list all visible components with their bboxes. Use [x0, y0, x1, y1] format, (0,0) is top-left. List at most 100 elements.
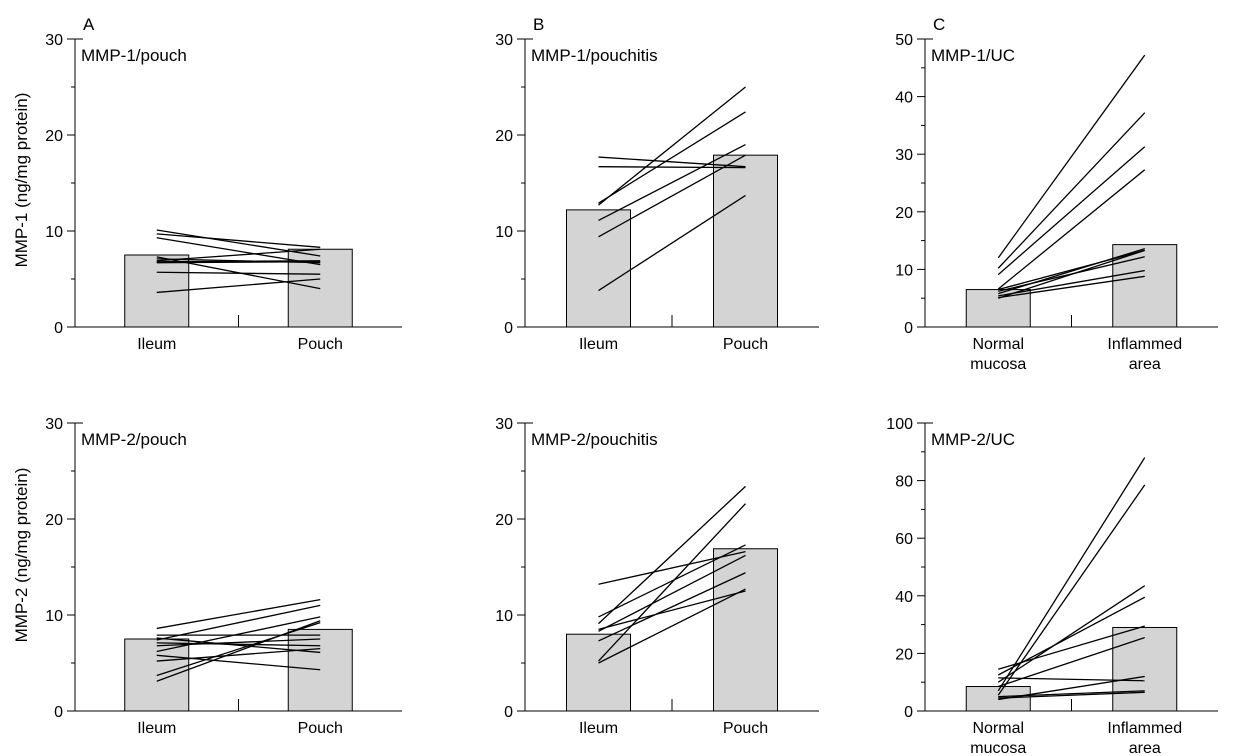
panel-title: MMP-2/pouch	[81, 430, 187, 449]
bar-2	[287, 628, 353, 712]
subject-line-7	[598, 503, 746, 662]
y-tick-label: 20	[495, 128, 513, 145]
y-tick-label: 40	[895, 90, 913, 107]
y-tick-label: 0	[54, 704, 63, 721]
panel-title: MMP-1/pouchitis	[531, 46, 658, 65]
subject-line-5	[156, 248, 321, 262]
panel-5: 0 10 20 30 Ileum Pouch MMP-2/pouchitis	[495, 416, 819, 737]
panel-6: 0 20 40 60 80 100 Normal mucosa Inflammed area MMP…	[886, 416, 1218, 756]
subject-line-8	[998, 269, 1145, 297]
bar-2	[713, 548, 778, 712]
subject-line-3	[156, 237, 321, 266]
bar-2	[1112, 244, 1178, 328]
category-label: Ileum	[579, 720, 618, 737]
subject-line-4	[156, 642, 321, 647]
y-tick-label: 40	[895, 589, 913, 606]
bar-1	[566, 209, 631, 328]
subject-line-5	[598, 144, 746, 222]
y-tick-label: 0	[504, 704, 513, 721]
y-tick-label: 10	[495, 608, 513, 625]
panel-1: 0 10 20 30 Ileum Pouch MMP-1/pouch A	[45, 15, 402, 353]
subject-line-2	[598, 544, 746, 618]
subject-line-8	[598, 588, 746, 664]
panel-letter: B	[533, 15, 544, 34]
category-label: Ileum	[579, 336, 618, 353]
subject-line-6	[997, 457, 1146, 692]
bar-2	[713, 154, 778, 328]
category-label: area	[1129, 740, 1161, 756]
y-tick-label: 60	[895, 531, 913, 548]
subject-line-3	[997, 146, 1146, 276]
y-tick-label: 30	[495, 32, 513, 49]
panel-4: 0 10 20 30 Ileum Pouch MMP-2/pouch	[45, 416, 402, 737]
subject-line-3	[598, 485, 746, 625]
category-label: Inflammed	[1107, 336, 1182, 353]
panel-title: MMP-2/UC	[931, 430, 1015, 449]
subject-line-11	[156, 637, 321, 654]
y-tick-label: 30	[45, 416, 63, 433]
y-tick-label: 30	[45, 32, 63, 49]
subject-line-9	[998, 275, 1145, 299]
subject-line-10	[156, 620, 321, 682]
y-tick-label: 20	[895, 646, 913, 663]
y-tick-label: 0	[904, 320, 913, 337]
category-label: Pouch	[298, 336, 343, 353]
category-label: Ileum	[137, 336, 176, 353]
row2-ylabel: MMP-2 (ng/mg protein)	[12, 468, 31, 643]
subject-line-6	[598, 154, 746, 238]
subject-line-6	[156, 616, 321, 653]
category-label: Normal	[972, 336, 1024, 353]
subject-line-1	[598, 156, 746, 168]
subject-line-1	[997, 54, 1146, 259]
y-tick-label: 20	[895, 205, 913, 222]
subject-line-6	[598, 572, 746, 642]
y-tick-label: 10	[45, 224, 63, 241]
subject-line-9	[156, 278, 321, 294]
y-tick-label: 100	[886, 416, 913, 433]
y-tick-label: 30	[495, 416, 513, 433]
panel-title: MMP-1/UC	[931, 46, 1015, 65]
panel-3: 0 10 20 30 40 50 Normal mucosa Inflammed area MMP-…	[895, 15, 1218, 373]
subject-line-4	[997, 585, 1146, 683]
subject-line-2	[598, 166, 746, 169]
subject-line-5	[998, 636, 1145, 688]
panel-title: MMP-1/pouch	[81, 46, 187, 65]
y-tick-label: 50	[895, 32, 913, 49]
y-tick-label: 80	[895, 474, 913, 491]
y-tick-label: 0	[54, 320, 63, 337]
subject-line-9	[998, 691, 1145, 699]
subject-line-5	[156, 638, 321, 647]
y-tick-label: 30	[895, 147, 913, 164]
bar-2	[1112, 626, 1178, 712]
y-tick-label: 10	[895, 262, 913, 279]
subject-line-7	[598, 194, 746, 292]
category-label: mucosa	[970, 356, 1026, 373]
y-tick-label: 0	[904, 704, 913, 721]
subject-line-10	[156, 256, 321, 290]
y-tick-label: 10	[45, 608, 63, 625]
category-label: Normal	[972, 720, 1024, 737]
category-label: area	[1129, 356, 1161, 373]
y-tick-label: 20	[45, 512, 63, 529]
row1-ylabel: MMP-1 (ng/mg protein)	[12, 93, 31, 268]
subject-line-10	[998, 675, 1145, 701]
subject-line-1	[156, 229, 321, 257]
subject-line-2	[156, 233, 321, 248]
subject-line-4	[997, 169, 1146, 290]
subject-line-4	[598, 86, 746, 206]
subject-line-4	[598, 590, 746, 631]
category-label: Ileum	[137, 720, 176, 737]
category-label: Pouch	[298, 720, 343, 737]
subject-line-3	[156, 604, 321, 641]
panel-2: 0 10 20 30 Ileum Pouch MMP-1/pouchitis B	[495, 15, 819, 353]
subject-line-3	[598, 111, 746, 204]
bar-1	[965, 289, 1031, 328]
subject-line-7	[997, 484, 1146, 696]
panel-letter: C	[933, 15, 945, 34]
subject-line-5	[998, 249, 1145, 291]
subject-line-2	[997, 596, 1146, 676]
y-tick-label: 20	[45, 128, 63, 145]
y-tick-label: 20	[495, 512, 513, 529]
subject-line-2	[997, 112, 1146, 269]
